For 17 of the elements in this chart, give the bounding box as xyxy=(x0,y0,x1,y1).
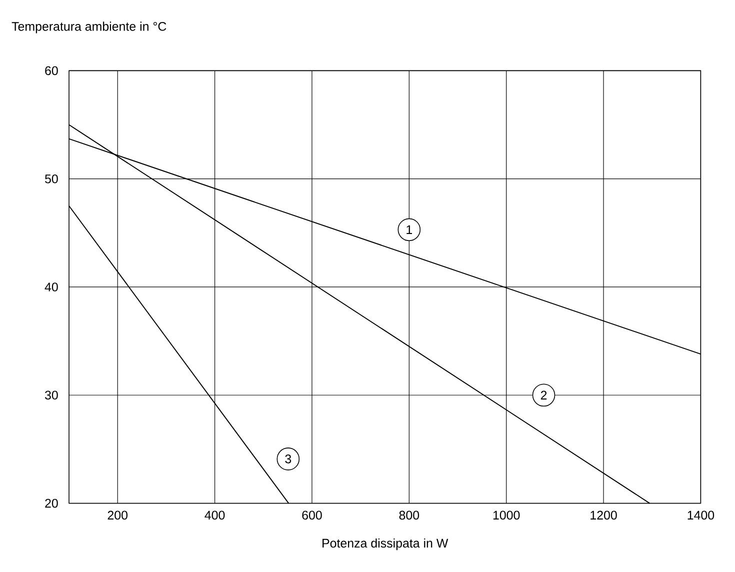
annotation: 1 xyxy=(406,225,412,234)
y-tick-label: 40 xyxy=(44,282,58,292)
y-axis-title: Temperatura ambiente in °C xyxy=(12,22,166,34)
x-tick-label: 800 xyxy=(399,510,420,520)
y-tick-label: 20 xyxy=(45,498,58,508)
y-tick-label: 30 xyxy=(44,390,58,400)
y-tick-label: 50 xyxy=(45,174,58,184)
annotation: 2 xyxy=(540,390,547,400)
x-tick-label: 600 xyxy=(302,510,322,520)
x-tick-label: 1200 xyxy=(590,510,617,520)
x-tick-label: 400 xyxy=(204,510,225,520)
x-tick-label: 1400 xyxy=(688,510,714,520)
x-tick-label: 200 xyxy=(108,510,128,520)
x-axis-title: Potenza dissipata in W xyxy=(322,538,448,550)
y-tick-label: 60 xyxy=(45,66,58,76)
x-tick-label: 1000 xyxy=(493,510,520,520)
annotation: 3 xyxy=(285,454,292,464)
